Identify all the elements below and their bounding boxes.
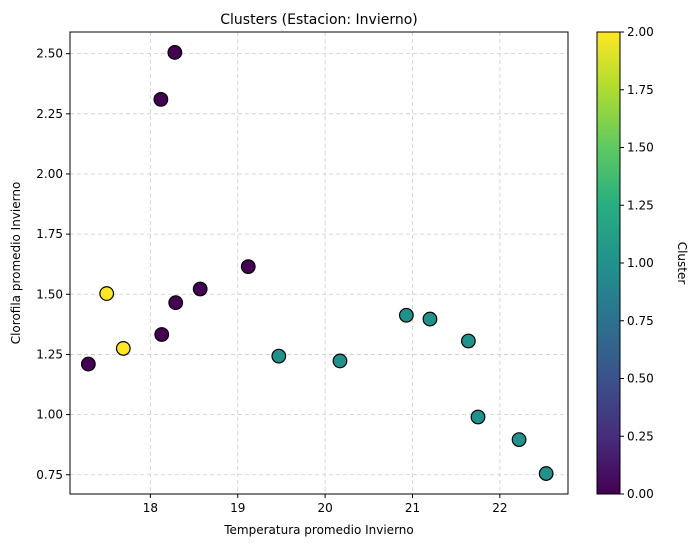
data-point-cluster-0 — [154, 327, 170, 342]
y-axis-ticks: 0.75 1.00 1.25 1.50 1.75 2.00 2.25 2.50 — [36, 47, 70, 482]
data-point-cluster-1 — [511, 432, 527, 448]
y-tick-label: 2.50 — [36, 47, 63, 61]
colorbar-label: Cluster — [675, 242, 689, 285]
chart-title: Clusters (Estacion: Invierno) — [220, 12, 418, 28]
data-point-cluster-0 — [80, 356, 96, 372]
y-tick-label: 2.00 — [36, 167, 63, 181]
data-point-cluster-0 — [167, 45, 183, 60]
data-point-cluster-0 — [153, 91, 169, 107]
colorbar-tick-label: 1.50 — [627, 141, 654, 155]
colorbar-tick-label: 0.00 — [627, 487, 654, 501]
x-tick-label: 21 — [405, 501, 420, 515]
colorbar-tick-label: 1.75 — [627, 83, 654, 97]
colorbar-tick-label: 2.00 — [627, 25, 654, 39]
y-tick-label: 1.00 — [36, 408, 63, 422]
x-tick-label: 18 — [143, 501, 158, 515]
data-point-cluster-1 — [332, 353, 348, 369]
colorbar-tick-label: 0.25 — [627, 429, 654, 443]
colorbar — [596, 31, 621, 495]
y-tick-label: 0.75 — [36, 468, 63, 482]
y-axis-label: Clorofila promedio Invierno — [9, 182, 23, 345]
x-tick-label: 19 — [230, 501, 245, 515]
x-tick-label: 20 — [317, 501, 332, 515]
y-tick-label: 2.25 — [36, 107, 63, 121]
colorbar-tick-label: 0.50 — [627, 372, 654, 386]
y-tick-label: 1.50 — [36, 287, 63, 301]
colorbar-tick-label: 1.00 — [627, 256, 654, 270]
data-point-cluster-1 — [538, 466, 554, 481]
data-point-cluster-2 — [99, 286, 115, 301]
data-point-cluster-0 — [192, 281, 208, 297]
data-point-cluster-0 — [168, 295, 184, 311]
colorbar-tick-label: 0.75 — [627, 314, 654, 328]
data-point-cluster-1 — [271, 348, 287, 364]
plot-frame — [69, 31, 569, 495]
colorbar-tick-label: 1.25 — [627, 198, 654, 212]
data-point-cluster-0 — [240, 259, 256, 275]
y-tick-label: 1.25 — [36, 347, 63, 361]
x-axis-label: Temperatura promedio Invierno — [223, 523, 414, 537]
x-axis-ticks: 18 19 20 21 22 — [143, 494, 507, 515]
data-point-cluster-1 — [422, 311, 438, 327]
data-point-cluster-1 — [470, 409, 486, 425]
colorbar-ticks: 0.00 0.25 0.50 0.75 1.00 1.25 1.50 1.75 2.00 — [620, 25, 654, 501]
data-points — [80, 45, 554, 481]
data-point-cluster-2 — [115, 341, 131, 356]
data-point-cluster-1 — [461, 333, 476, 349]
y-tick-label: 1.75 — [36, 227, 63, 241]
grid-lines — [70, 32, 568, 494]
data-point-cluster-1 — [398, 307, 414, 323]
x-tick-label: 22 — [492, 501, 507, 515]
